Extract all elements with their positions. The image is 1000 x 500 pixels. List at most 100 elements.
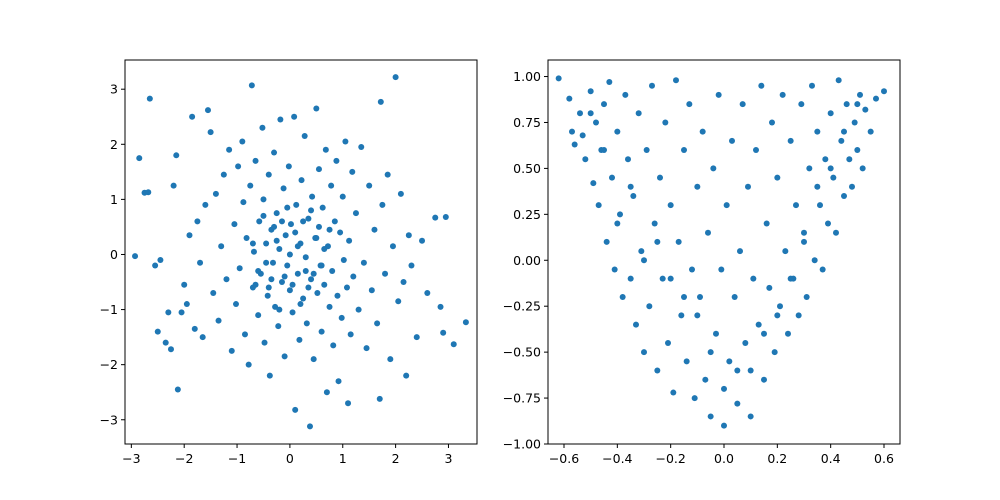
x-tick-label: 2 <box>392 451 400 466</box>
data-point <box>665 339 671 346</box>
data-point <box>186 232 193 239</box>
y-tick-label: 0.25 <box>513 207 541 222</box>
data-point <box>683 358 690 365</box>
data-point <box>827 165 834 172</box>
data-point <box>301 133 308 140</box>
data-point <box>854 101 861 108</box>
data-point <box>782 248 789 255</box>
data-point <box>248 82 255 89</box>
y-tick-label: 1 <box>110 192 118 207</box>
data-point <box>707 413 714 420</box>
data-point <box>202 201 209 208</box>
data-point <box>306 423 313 430</box>
data-point <box>273 210 280 217</box>
data-point <box>633 321 639 328</box>
data-point <box>587 88 594 95</box>
data-point <box>197 259 204 266</box>
data-point <box>376 395 383 402</box>
data-point <box>710 165 717 172</box>
data-point <box>329 268 336 275</box>
data-point <box>272 303 279 310</box>
data-point <box>389 243 396 250</box>
data-point <box>838 137 845 144</box>
data-point <box>694 312 701 319</box>
data-point <box>440 329 447 336</box>
data-point <box>366 182 373 189</box>
data-point <box>734 367 741 374</box>
data-point <box>747 367 754 374</box>
data-point <box>697 294 703 301</box>
data-point <box>305 284 312 291</box>
data-point <box>846 156 853 163</box>
data-point <box>302 268 309 275</box>
data-point <box>675 238 682 245</box>
data-point <box>255 312 262 319</box>
data-point <box>263 240 270 247</box>
data-point <box>587 110 594 117</box>
data-point <box>590 180 597 187</box>
data-point <box>247 182 254 189</box>
data-point <box>801 238 807 245</box>
data-point <box>157 256 164 263</box>
data-point <box>699 128 706 135</box>
data-point <box>779 91 786 98</box>
data-point <box>721 385 727 392</box>
data-point <box>387 356 394 363</box>
data-point <box>830 174 837 181</box>
data-point <box>310 356 317 363</box>
data-point <box>338 314 345 321</box>
data-point <box>654 238 661 245</box>
data-point <box>302 254 309 261</box>
y-tick-label: 0.00 <box>513 253 541 268</box>
data-point <box>403 372 410 379</box>
x-tick-label: 0.6 <box>874 451 894 466</box>
data-point <box>841 192 847 199</box>
data-point <box>625 156 631 163</box>
data-point <box>635 110 642 117</box>
data-point <box>314 290 321 297</box>
x-tick-label: 1 <box>339 451 347 466</box>
x-tick-label: 0.2 <box>767 451 787 466</box>
data-point <box>194 218 201 225</box>
data-point <box>737 248 743 255</box>
data-point <box>154 328 161 335</box>
data-point <box>734 400 741 407</box>
data-point <box>774 312 781 319</box>
data-point <box>289 309 296 316</box>
data-point <box>606 79 613 86</box>
data-point <box>835 77 842 84</box>
data-point <box>763 220 770 227</box>
data-point <box>397 190 404 197</box>
data-point <box>787 137 794 144</box>
data-point <box>379 201 386 208</box>
data-point <box>255 268 262 275</box>
data-point <box>145 189 152 196</box>
data-point <box>275 323 282 330</box>
data-point <box>627 183 634 190</box>
data-point <box>297 301 304 308</box>
data-point <box>268 276 275 283</box>
data-point <box>167 346 174 353</box>
data-point <box>825 220 831 227</box>
data-point <box>236 265 243 272</box>
data-point <box>294 243 301 250</box>
data-point <box>303 320 310 327</box>
data-point <box>342 138 349 145</box>
data-point <box>432 214 439 221</box>
data-point <box>827 110 834 117</box>
x-tick-label: −0.4 <box>602 451 632 466</box>
data-point <box>286 251 293 258</box>
data-point <box>817 202 823 209</box>
data-point <box>207 129 214 136</box>
data-point <box>249 240 256 247</box>
data-point <box>814 183 821 190</box>
data-point <box>392 74 399 81</box>
data-point <box>296 336 303 343</box>
data-point <box>310 270 317 277</box>
data-point <box>673 77 679 84</box>
data-point <box>284 204 291 211</box>
data-point <box>223 276 230 283</box>
data-point <box>313 105 320 112</box>
data-point <box>769 119 775 126</box>
